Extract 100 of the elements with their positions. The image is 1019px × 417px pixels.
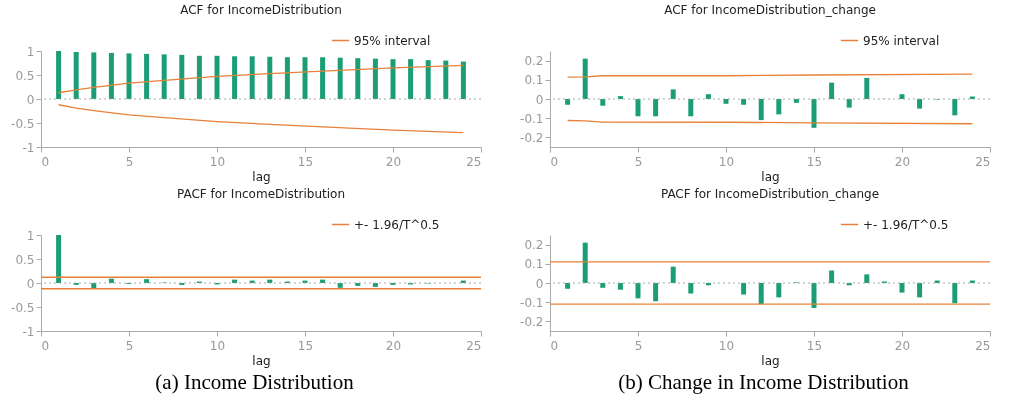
bar: [864, 77, 870, 99]
line-series: [57, 64, 465, 94]
y-tick-label: -0.2: [520, 314, 544, 329]
bar: [460, 61, 466, 99]
text: (a) Income Distribution: [154, 370, 355, 395]
chart-title: PACF for IncomeDistribution_change: [660, 187, 880, 201]
bar: [73, 51, 79, 99]
bar: [864, 274, 870, 283]
x-tick-label: 20: [894, 154, 911, 169]
bar: [952, 99, 958, 116]
x-tick-label: 25: [466, 338, 482, 353]
bar: [917, 283, 923, 298]
bar: [232, 56, 238, 99]
bar: [899, 283, 905, 293]
bar: [899, 94, 905, 99]
legend-label: +- 1.96/T^0.5: [863, 217, 949, 232]
bar: [267, 56, 273, 99]
bar: [705, 94, 711, 99]
x-axis-title: lag: [761, 169, 780, 184]
bar: [688, 99, 694, 117]
x-tick-label: 0: [550, 154, 559, 169]
bar: [811, 283, 817, 308]
y-tick-label: 0.5: [15, 252, 35, 267]
x-tick-label: 20: [385, 338, 402, 353]
x-tick-label: 10: [718, 154, 735, 169]
x-axis-title: lag: [252, 169, 271, 184]
y-tick-label: -0.1: [520, 295, 544, 310]
chart-title: PACF for IncomeDistribution: [176, 187, 346, 201]
y-tick-label: 0: [26, 92, 35, 107]
x-tick-label: 25: [466, 154, 482, 169]
bar: [108, 52, 114, 99]
bar: [723, 99, 729, 104]
y-tick-label: -1: [22, 140, 35, 155]
x-tick-label: 10: [209, 338, 226, 353]
y-tick-label: 0.5: [15, 68, 35, 83]
x-tick-label: 5: [634, 154, 643, 169]
chart-title: ACF for IncomeDistribution_change: [664, 3, 876, 17]
y-tick-label: -0.1: [520, 111, 544, 126]
bar: [161, 54, 167, 99]
bar: [688, 283, 694, 294]
bar: [91, 52, 97, 99]
bar: [653, 99, 659, 117]
x-axis-title: lag: [761, 353, 780, 368]
bar: [776, 283, 782, 298]
bar: [600, 283, 606, 288]
bar: [372, 58, 378, 99]
x-tick-label: 10: [718, 338, 735, 353]
bar: [144, 279, 150, 283]
y-tick-label: 0: [535, 276, 544, 291]
bar: [793, 99, 799, 103]
x-tick-label: 20: [894, 338, 911, 353]
bar: [917, 99, 923, 109]
x-axis-title: lag: [252, 353, 271, 368]
y-tick-label: 0.2: [524, 54, 544, 69]
bar: [425, 60, 431, 99]
chart-title: ACF for IncomeDistribution: [180, 3, 342, 17]
x-tick-label: 25: [975, 338, 991, 353]
x-tick-label: 15: [806, 338, 823, 353]
y-tick-label: -0.5: [11, 116, 35, 131]
text: (b) Change in Income Distribution: [617, 370, 910, 395]
bar: [408, 59, 414, 99]
bar: [355, 58, 361, 99]
x-tick-label: 15: [806, 154, 823, 169]
bar: [565, 99, 571, 105]
bar: [56, 235, 62, 283]
x-tick-label: 15: [297, 338, 314, 353]
bar: [670, 266, 676, 283]
bar: [320, 57, 326, 99]
bar: [582, 242, 588, 283]
bar: [214, 55, 220, 99]
y-tick-label: 1: [26, 44, 35, 59]
y-tick-label: 1: [26, 228, 35, 243]
bar: [670, 89, 676, 99]
y-tick-label: -0.5: [11, 300, 35, 315]
bar: [249, 56, 255, 99]
x-tick-label: 5: [634, 338, 643, 353]
bar: [776, 99, 782, 115]
bar: [952, 283, 958, 304]
bar: [144, 53, 150, 99]
bar: [443, 60, 449, 99]
bar: [741, 283, 747, 295]
bar: [302, 57, 308, 99]
bar: [390, 59, 396, 99]
y-tick-label: 0.2: [524, 238, 544, 253]
bar: [126, 53, 132, 99]
bar: [811, 99, 817, 128]
bar: [635, 99, 641, 117]
bar: [337, 57, 343, 99]
bar: [196, 55, 202, 99]
y-tick-label: 0.1: [524, 73, 544, 88]
x-tick-label: 25: [975, 154, 991, 169]
bar: [337, 283, 343, 288]
x-tick-label: 0: [41, 154, 50, 169]
bar: [829, 270, 835, 283]
x-tick-label: 20: [385, 154, 402, 169]
y-tick-label: 0.1: [524, 257, 544, 272]
x-tick-label: 0: [41, 338, 50, 353]
x-tick-label: 10: [209, 154, 226, 169]
y-tick-label: 0: [26, 276, 35, 291]
y-tick-label: 0: [535, 92, 544, 107]
